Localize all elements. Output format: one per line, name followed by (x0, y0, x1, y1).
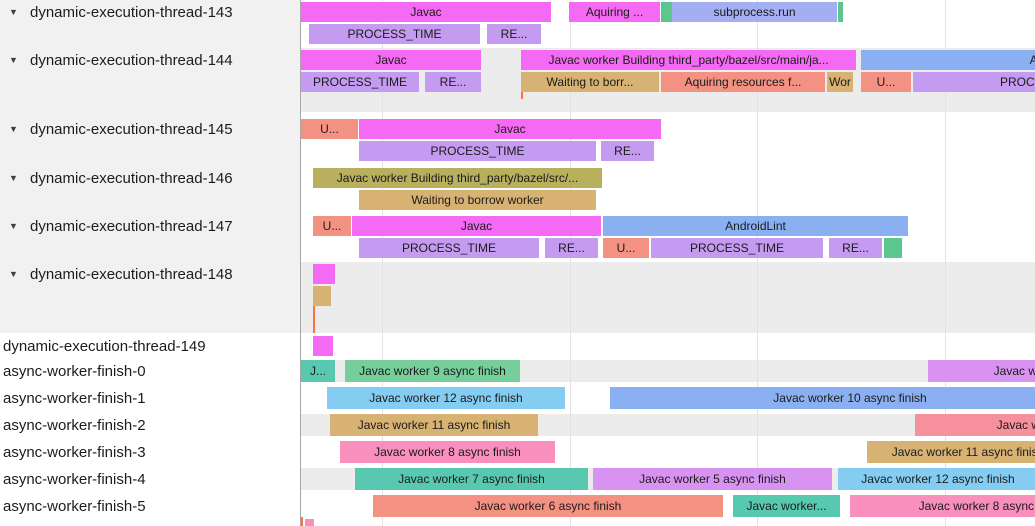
track-row[interactable]: async-worker-finish-3 (0, 441, 300, 463)
instant-event-marker[interactable] (301, 517, 303, 526)
track-label: dynamic-execution-thread-144 (30, 51, 233, 69)
trace-slice[interactable]: Aquiring ... (569, 2, 660, 22)
trace-slice[interactable]: Waiting to borr... (521, 72, 659, 92)
track-label: dynamic-execution-thread-148 (30, 265, 233, 283)
sidebar-timeline-divider (300, 0, 301, 526)
track-label: async-worker-finish-1 (3, 389, 146, 407)
track-label: async-worker-finish-4 (3, 470, 146, 488)
trace-slice[interactable]: Javac worker 12 async finish (838, 468, 1035, 490)
track-row[interactable]: ▼ dynamic-execution-thread-145 (0, 119, 300, 139)
trace-slice[interactable]: AndroidLint (603, 216, 908, 236)
trace-slice[interactable]: Javac worker 5 async finish (593, 468, 832, 490)
instant-event-marker[interactable] (521, 92, 523, 99)
trace-slice[interactable]: Javac (352, 216, 601, 236)
trace-slice[interactable]: PROCESS_TIME (359, 141, 596, 161)
trace-slice[interactable]: Javac worker Building third_party/bazel/… (313, 168, 602, 188)
track-label: dynamic-execution-thread-143 (30, 3, 233, 21)
track-label: dynamic-execution-thread-146 (30, 169, 233, 187)
trace-slice[interactable]: Javac worker 7 async finish (355, 468, 588, 490)
trace-slice[interactable]: PROCESS_TIME (359, 238, 539, 258)
trace-slice[interactable] (313, 336, 333, 356)
trace-slice[interactable]: RE... (545, 238, 598, 258)
trace-slice[interactable]: Javac (359, 119, 661, 139)
trace-slice[interactable]: PROCESS_TIME (651, 238, 823, 258)
trace-slice[interactable]: RE... (601, 141, 654, 161)
track-row[interactable]: dynamic-execution-thread-149 (0, 336, 300, 356)
trace-slice[interactable]: U... (603, 238, 649, 258)
trace-slice[interactable]: Javac worker 11 async finish (867, 441, 1035, 463)
track-row[interactable]: async-worker-finish-5 (0, 495, 300, 517)
trace-slice[interactable]: Waiting to borrow worker (359, 190, 596, 210)
trace-slice[interactable]: AndroidLint (861, 50, 1035, 70)
track-row[interactable]: ▼ dynamic-execution-thread-148 (0, 264, 300, 284)
trace-slice[interactable]: U... (313, 216, 351, 236)
trace-slice[interactable]: RE... (425, 72, 481, 92)
trace-slice[interactable] (661, 2, 672, 22)
expander-triangle-icon[interactable]: ▼ (9, 221, 18, 231)
trace-slice[interactable] (313, 286, 331, 306)
trace-slice[interactable]: PROCESS_TIME (309, 24, 480, 44)
track-label: async-worker-finish-0 (3, 362, 146, 380)
track-label: async-worker-finish-2 (3, 416, 146, 434)
trace-slice[interactable]: PROCESS_TIME (301, 72, 419, 92)
trace-slice[interactable]: Javac (301, 50, 481, 70)
trace-slice[interactable]: Javac worker... (733, 495, 840, 517)
instant-event-marker[interactable] (313, 306, 315, 333)
track-row[interactable]: async-worker-finish-0 (0, 360, 300, 382)
timeline-gridline (945, 0, 946, 526)
trace-slice[interactable]: Javac worker 8 async finish (850, 495, 1035, 517)
track-label: dynamic-execution-thread-147 (30, 217, 233, 235)
trace-slice[interactable]: Javac worker 6 async finish (373, 495, 723, 517)
trace-slice[interactable] (838, 2, 843, 22)
sidebar-thread-group-background (0, 0, 300, 333)
trace-slice[interactable]: subprocess.run (672, 2, 837, 22)
timeline-gridline (757, 0, 758, 526)
timeline-gridline (570, 0, 571, 526)
timeline-gridline (382, 0, 383, 526)
trace-slice[interactable]: U... (861, 72, 911, 92)
expander-triangle-icon[interactable]: ▼ (9, 7, 18, 17)
track-background-stripe (301, 262, 1035, 333)
trace-slice[interactable] (884, 238, 902, 258)
trace-slice[interactable]: Aquiring resources f... (661, 72, 825, 92)
trace-slice[interactable]: Javac worker Building third_party/bazel/… (521, 50, 856, 70)
trace-slice[interactable]: J... (301, 360, 335, 382)
track-row[interactable]: async-worker-finish-2 (0, 414, 300, 436)
trace-slice[interactable]: RE... (487, 24, 541, 44)
trace-slice[interactable]: Javac worker 9 async finish (345, 360, 520, 382)
trace-slice[interactable]: U... (301, 119, 358, 139)
track-row[interactable]: async-worker-finish-1 (0, 387, 300, 409)
trace-slice[interactable]: RE... (829, 238, 882, 258)
trace-slice[interactable]: Javac worke... (915, 414, 1035, 436)
trace-slice[interactable] (313, 264, 335, 284)
track-label: async-worker-finish-3 (3, 443, 146, 461)
track-row[interactable]: ▼ dynamic-execution-thread-147 (0, 216, 300, 236)
track-row[interactable]: ▼ dynamic-execution-thread-144 (0, 50, 300, 70)
expander-triangle-icon[interactable]: ▼ (9, 124, 18, 134)
expander-triangle-icon[interactable]: ▼ (9, 269, 18, 279)
trace-slice[interactable]: Javac worker 10 async finish (610, 387, 1035, 409)
track-label: dynamic-execution-thread-149 (3, 337, 206, 355)
expander-triangle-icon[interactable]: ▼ (9, 55, 18, 65)
trace-slice[interactable]: Javac (301, 2, 551, 22)
expander-triangle-icon[interactable]: ▼ (9, 173, 18, 183)
track-row[interactable]: async-worker-finish-4 (0, 468, 300, 490)
trace-slice[interactable]: Javac worker 11 async finish (330, 414, 538, 436)
trace-slice[interactable]: Javac worker 12 async finish (327, 387, 565, 409)
track-row[interactable]: ▼ dynamic-execution-thread-143 (0, 2, 300, 22)
sidebar-async-group-background (0, 333, 300, 526)
trace-slice[interactable]: PROCESS_TIME (913, 72, 1035, 92)
trace-slice[interactable]: Javac worker 8 async finish (340, 441, 555, 463)
track-label: async-worker-finish-5 (3, 497, 146, 515)
trace-slice[interactable]: Javac w... (928, 360, 1035, 382)
trace-slice[interactable] (305, 519, 314, 526)
track-row[interactable]: ▼ dynamic-execution-thread-146 (0, 168, 300, 188)
track-label: dynamic-execution-thread-145 (30, 120, 233, 138)
trace-slice[interactable]: Wor (827, 72, 853, 92)
